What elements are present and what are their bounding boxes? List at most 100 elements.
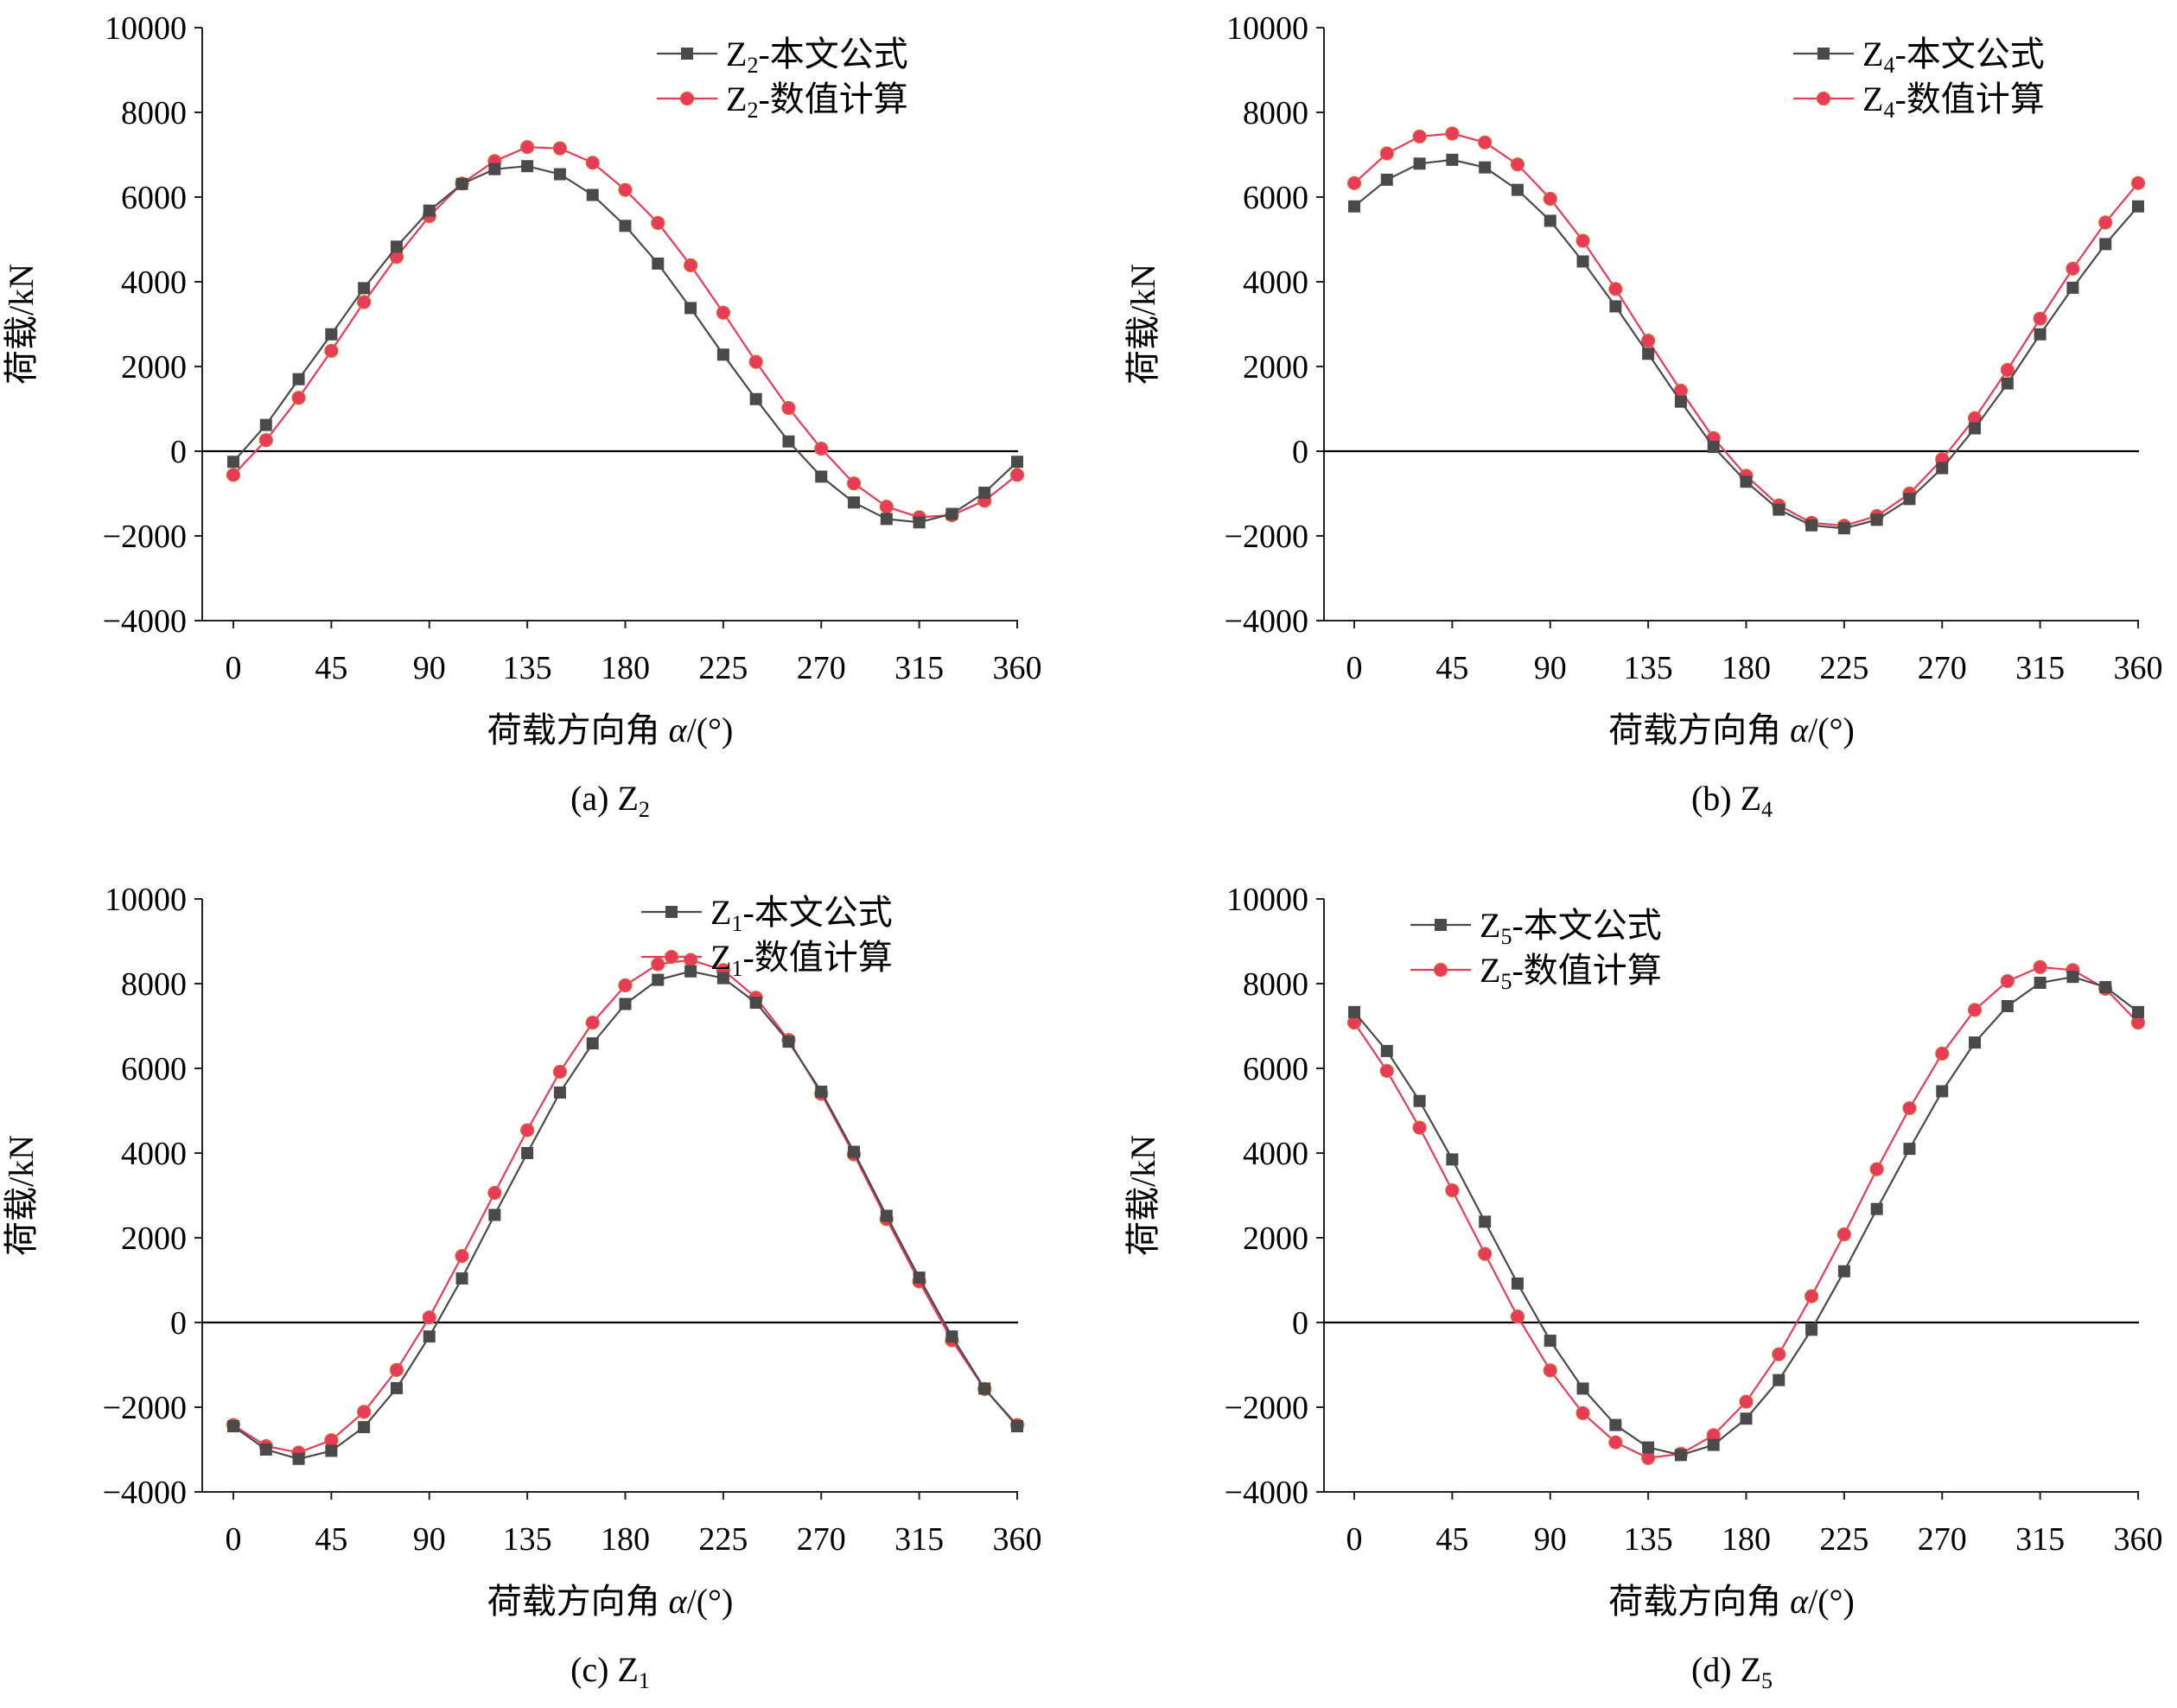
x-tick-label: 360 [993,1521,1042,1558]
data-point-formula [749,997,762,1010]
data-point-formula [2099,980,2112,993]
data-point-formula [1936,462,1949,475]
x-tick-label: 135 [503,1521,552,1558]
legend-label: Z1-本文公式 [710,893,893,936]
legend-label-rest: -数值计算 [742,938,892,977]
y-tick-label: 6000 [1243,180,1308,216]
y-axis-title: 荷载/kN [1124,264,1162,385]
data-point-formula [358,282,371,295]
y-tick-label: 8000 [121,966,187,1003]
x-tick-label: 225 [1819,1521,1868,1558]
data-point-numeric [258,433,273,448]
x-axis-title-text: 荷载方向角 [1608,1582,1790,1621]
panel-caption-subscript: 5 [1761,1668,1773,1693]
data-point-formula [1511,183,1524,196]
data-point-formula [1707,1438,1720,1451]
data-point-numeric [2000,362,2015,378]
data-point-formula [2132,1005,2144,1018]
data-point-formula [1642,1441,1655,1454]
data-point-formula [1773,1373,1786,1386]
data-point-formula [1870,513,1883,526]
data-point-numeric [2033,311,2047,326]
data-point-formula [1576,1382,1589,1395]
data-point-formula [1903,493,1916,506]
y-tick-label: 8000 [1243,966,1308,1003]
series-line-circle [232,959,1018,1454]
y-axis-title: 荷载/kN [1124,1135,1162,1256]
data-point-formula [2001,999,2014,1012]
data-point-formula [619,997,632,1010]
legend-marker-circle [664,949,679,965]
data-point-formula [358,1421,371,1434]
data-point-numeric [618,182,633,197]
data-point-numeric [357,295,372,309]
data-point-formula [684,965,697,978]
x-axis-title: 荷载方向角 α/(°) [487,1582,734,1621]
x-axis-title-symbol: α [669,711,688,749]
panel-caption-text: (d) Z [1691,1650,1761,1689]
data-point-numeric [1412,1120,1427,1135]
legend-label-main: Z [1480,951,1500,990]
data-point-formula [553,168,566,181]
panel-caption-subscript: 1 [639,1668,650,1693]
y-tick-label: −4000 [1225,1475,1308,1511]
data-point-formula [2066,971,2079,984]
x-tick-label: 90 [413,650,446,686]
legend-label-rest: -本文公式 [1894,35,2044,73]
chart-panel-c: −4000 −2000 0 2000 4000 6000 8000 10000 0 45 90 135… [2,882,1042,1693]
legend-marker-square [665,906,678,918]
data-point-formula [1903,1143,1916,1156]
x-tick-label: 270 [797,650,846,686]
x-tick-label: 135 [1624,650,1673,686]
data-point-formula [2034,328,2047,341]
x-tick-label: 315 [894,1521,944,1558]
y-tick-label: 2000 [1243,1220,1308,1257]
x-axis-title-unit: /(°) [687,1582,734,1621]
x-tick-label: 45 [315,650,347,686]
x-tick-label: 270 [1918,1521,1967,1558]
x-tick-label: 225 [698,1521,748,1558]
data-point-formula [292,1452,305,1465]
data-point-numeric [683,258,698,272]
legend-label-subscript: 5 [1500,969,1512,994]
x-axis-title-symbol: α [669,1582,688,1621]
x-axis-title-symbol: α [1790,711,1809,749]
data-point-formula [1837,1265,1850,1278]
data-point-formula [1479,161,1492,174]
data-point-numeric [1379,146,1394,161]
data-point-formula [455,1272,468,1285]
data-point-formula [1805,1323,1818,1336]
data-point-formula [2066,281,2079,294]
x-axis-title: 荷载方向角 α/(°) [1608,711,1855,749]
panel-caption-text: (c) Z [570,1650,639,1689]
y-tick-label: 6000 [1243,1051,1308,1087]
x-tick-label: 0 [226,1521,242,1558]
x-axis-title-symbol: α [1790,1582,1809,1621]
data-point-formula [455,177,468,190]
data-point-numeric [2033,959,2047,974]
data-point-numeric [1608,282,1623,296]
data-point-formula [815,470,828,483]
data-point-formula [815,1085,828,1098]
legend-label-rest: -本文公式 [758,35,907,73]
data-point-formula [1837,522,1850,535]
data-point-formula [1609,1418,1622,1431]
data-point-formula [1674,395,1687,408]
data-point-formula [325,328,338,341]
y-tick-label: 6000 [121,1051,187,1087]
x-axis-title-text: 荷载方向角 [1608,711,1790,749]
data-point-formula [390,240,403,253]
y-tick-label: 2000 [121,1220,187,1257]
data-point-numeric [1575,1405,1590,1420]
data-point-numeric [1379,1063,1394,1079]
x-tick-label: 360 [2114,1521,2163,1558]
y-tick-label: 0 [1292,1305,1308,1342]
legend-label: Z2-数值计算 [726,80,908,123]
data-point-numeric [324,343,339,358]
data-point-numeric [781,400,796,416]
legend-label: Z5-本文公式 [1480,906,1662,949]
data-point-formula [1707,441,1720,454]
data-point-formula [1773,503,1786,516]
data-point-numeric [552,1064,568,1080]
data-point-formula [488,163,501,175]
